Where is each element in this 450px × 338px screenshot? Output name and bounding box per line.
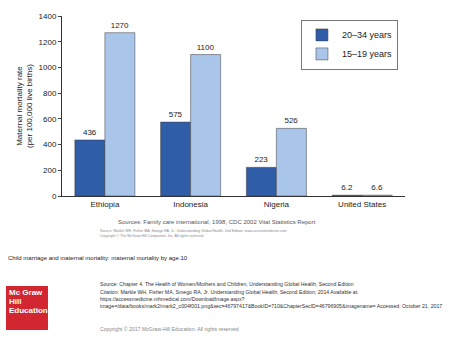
svg-text:526: 526	[284, 116, 298, 125]
html-text:Source: Chapter 4. The Health: Source: Chapter 4. The Health of Women/M…	[100, 281, 354, 287]
svg-text:0: 0	[52, 192, 57, 201]
svg-text:1200: 1200	[39, 38, 57, 47]
svg-text:15–19 years: 15–19 years	[342, 49, 392, 59]
svg-text:6.2: 6.2	[341, 183, 353, 192]
svg-text:United States: United States	[338, 200, 386, 209]
html-text:Child marriage and maternal mo: Child marriage and maternal mortality: m…	[8, 255, 188, 261]
svg-text:200: 200	[43, 166, 57, 175]
html-text:Citation: Markle WH, Fisher MA: Citation: Markle WH, Fisher MA, Smego RA…	[100, 289, 443, 309]
svg-text:223: 223	[254, 155, 268, 164]
svg-text:Indonesia: Indonesia	[173, 200, 208, 209]
svg-text:1400: 1400	[39, 12, 57, 21]
html-text:Mc Graw Hill Education: Mc Graw Hill Education	[9, 288, 48, 315]
svg-text:800: 800	[43, 89, 57, 98]
svg-text:575: 575	[169, 110, 183, 119]
svg-text:Ethiopia: Ethiopia	[90, 200, 119, 209]
svg-text:1270: 1270	[111, 21, 129, 30]
svg-text:Nigeria: Nigeria	[264, 200, 290, 209]
svg-text:600: 600	[43, 115, 57, 124]
svg-text:1000: 1000	[39, 63, 57, 72]
svg-text:400: 400	[43, 140, 57, 149]
svg-text:20–34 years: 20–34 years	[342, 30, 392, 40]
svg-text:1100: 1100	[197, 43, 215, 52]
svg-text:Maternal mortality rate(per 10: Maternal mortality rate(per 100,000 live…	[15, 64, 34, 148]
html-text:Copyright © The McGraw-Hill Co: Copyright © The McGraw-Hill Companies, I…	[100, 234, 205, 238]
svg-text:436: 436	[83, 128, 97, 137]
html-text:Copyright © 2017 McGraw-Hill E: Copyright © 2017 McGraw-Hill Education. …	[100, 326, 239, 332]
html-text:Source: Markle WH, Fisher MA,: Source: Markle WH, Fisher MA, Smego RA, …	[100, 229, 287, 233]
svg-text:6.6: 6.6	[371, 183, 383, 192]
html-text:Sources: Family care internati: Sources: Family care international, 1998…	[118, 219, 316, 225]
